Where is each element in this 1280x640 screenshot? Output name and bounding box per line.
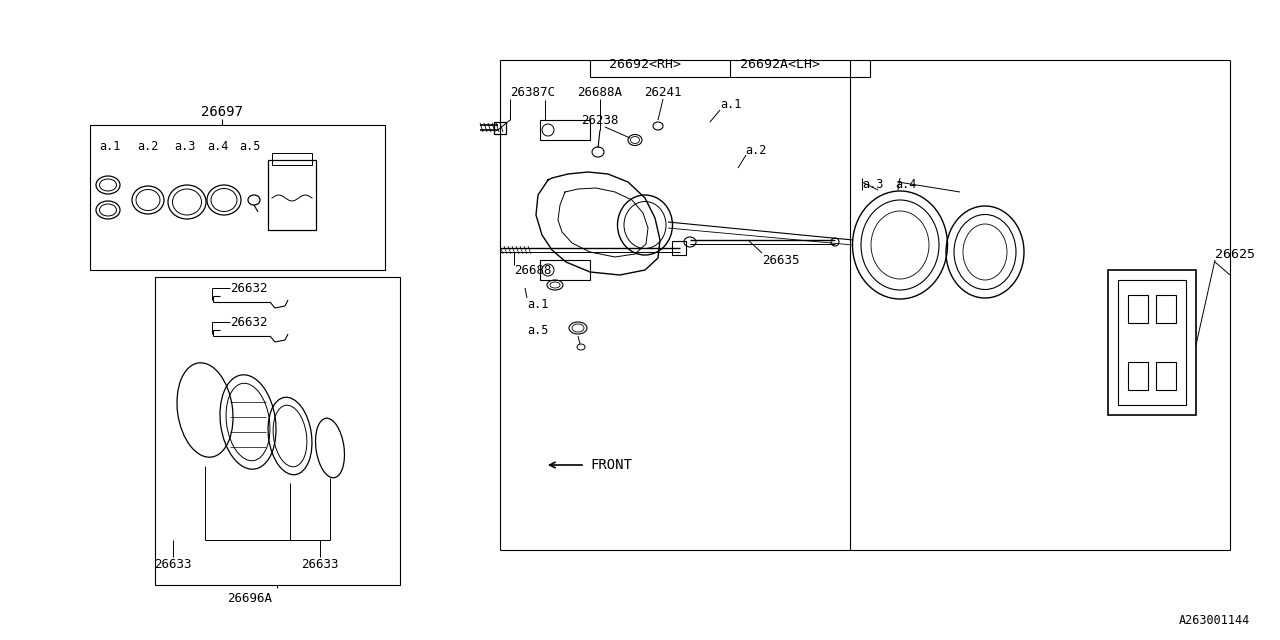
Text: 26688: 26688	[515, 264, 552, 276]
Text: a.1: a.1	[719, 97, 741, 111]
Text: 26692A<LH>: 26692A<LH>	[740, 58, 820, 72]
Bar	[540, 260, 590, 280]
Text: 26625: 26625	[1215, 248, 1254, 262]
Bar	[1108, 270, 1196, 415]
Bar	[540, 120, 590, 140]
Text: a.1: a.1	[100, 141, 120, 154]
Text: 26697: 26697	[201, 105, 243, 119]
Text: 26635: 26635	[762, 253, 800, 266]
Bar	[1128, 295, 1148, 323]
Text: 26241: 26241	[644, 86, 682, 99]
Text: 26387C: 26387C	[509, 86, 556, 99]
Bar	[672, 241, 686, 255]
Text: a.2: a.2	[137, 141, 159, 154]
Bar	[268, 160, 316, 230]
Text: a.4: a.4	[207, 141, 229, 154]
Text: 26238: 26238	[581, 113, 618, 127]
Text: FRONT: FRONT	[590, 458, 632, 472]
Text: 26692<RH>: 26692<RH>	[609, 58, 681, 72]
Bar	[1156, 295, 1176, 323]
Text: a.3: a.3	[174, 141, 196, 154]
Text: 26696A: 26696A	[228, 591, 273, 605]
Text: 26688A: 26688A	[577, 86, 622, 99]
Text: a.5: a.5	[239, 141, 261, 154]
Bar	[494, 122, 506, 134]
Bar	[273, 153, 312, 165]
Text: a.4: a.4	[895, 177, 916, 191]
Bar	[1128, 362, 1148, 390]
Bar	[155, 277, 399, 585]
Text: A263001144: A263001144	[1179, 614, 1251, 627]
Text: 26633: 26633	[155, 559, 192, 572]
Text: a.5: a.5	[527, 323, 548, 337]
Text: 26632: 26632	[230, 282, 268, 294]
Bar	[90, 125, 385, 270]
Text: a.3: a.3	[861, 177, 883, 191]
Text: 26633: 26633	[301, 559, 339, 572]
Text: 26632: 26632	[230, 316, 268, 328]
Bar	[1156, 362, 1176, 390]
Text: a.1: a.1	[527, 298, 548, 312]
Bar	[1117, 280, 1187, 405]
Text: a.2: a.2	[745, 143, 767, 157]
